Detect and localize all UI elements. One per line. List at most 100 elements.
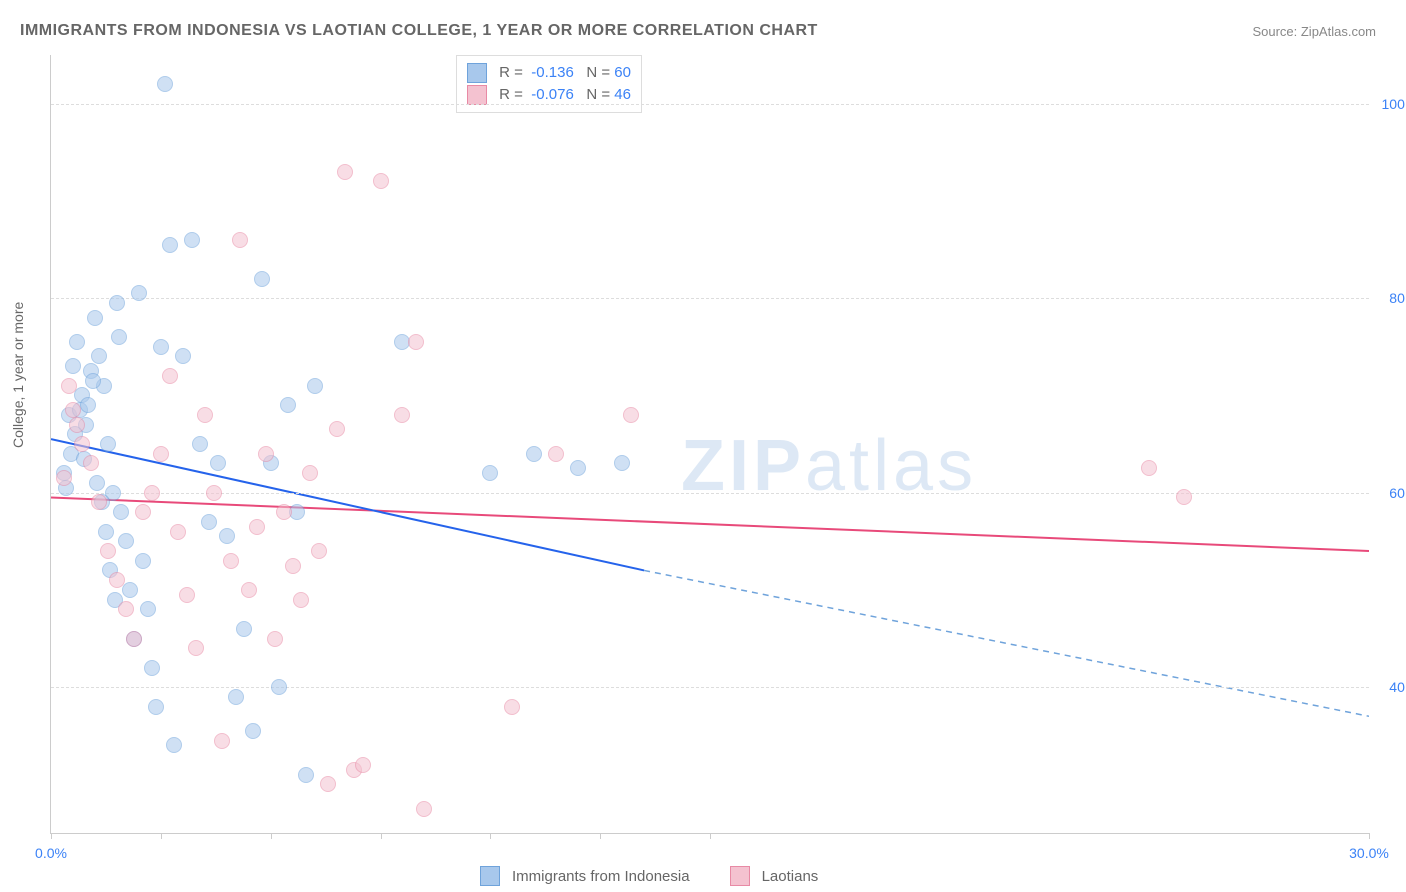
x-tick <box>710 833 711 839</box>
scatter-point <box>89 475 105 491</box>
scatter-point <box>85 373 101 389</box>
scatter-point <box>245 723 261 739</box>
y-axis-label: College, 1 year or more <box>10 302 26 448</box>
scatter-point <box>623 407 639 423</box>
scatter-point <box>293 592 309 608</box>
x-tick-label: 30.0% <box>1349 845 1389 861</box>
x-tick <box>381 833 382 839</box>
legend-swatch <box>467 85 487 105</box>
scatter-point <box>175 348 191 364</box>
scatter-point <box>69 334 85 350</box>
scatter-point <box>144 485 160 501</box>
scatter-point <box>210 455 226 471</box>
chart-title: IMMIGRANTS FROM INDONESIA VS LAOTIAN COL… <box>20 22 818 40</box>
scatter-point <box>276 504 292 520</box>
scatter-point <box>140 601 156 617</box>
x-tick-label: 0.0% <box>35 845 67 861</box>
scatter-point <box>109 572 125 588</box>
scatter-point <box>74 436 90 452</box>
x-tick <box>51 833 52 839</box>
x-tick <box>271 833 272 839</box>
scatter-point <box>254 271 270 287</box>
scatter-point <box>267 631 283 647</box>
legend-swatch <box>730 866 750 886</box>
scatter-point <box>416 801 432 817</box>
scatter-point <box>65 402 81 418</box>
scatter-point <box>201 514 217 530</box>
y-tick-label: 60.0% <box>1389 485 1406 501</box>
scatter-point <box>1141 460 1157 476</box>
legend-swatch <box>480 866 500 886</box>
x-tick <box>490 833 491 839</box>
scatter-point <box>285 558 301 574</box>
scatter-point <box>302 465 318 481</box>
scatter-point <box>153 339 169 355</box>
watermark: ZIPatlas <box>681 425 977 507</box>
scatter-point <box>206 485 222 501</box>
scatter-point <box>111 329 127 345</box>
source-label: Source: ZipAtlas.com <box>1252 24 1376 39</box>
scatter-point <box>179 587 195 603</box>
scatter-point <box>482 465 498 481</box>
scatter-point <box>329 421 345 437</box>
grid-line <box>51 104 1369 105</box>
scatter-point <box>258 446 274 462</box>
grid-line <box>51 298 1369 299</box>
scatter-point <box>271 679 287 695</box>
scatter-point <box>188 640 204 656</box>
scatter-point <box>219 528 235 544</box>
scatter-point <box>241 582 257 598</box>
scatter-point <box>131 285 147 301</box>
scatter-point <box>135 504 151 520</box>
scatter-point <box>298 767 314 783</box>
scatter-point <box>197 407 213 423</box>
scatter-point <box>570 460 586 476</box>
scatter-point <box>249 519 265 535</box>
grid-line <box>51 493 1369 494</box>
scatter-point <box>100 436 116 452</box>
legend-row: R = -0.136 N = 60 <box>467 62 631 84</box>
scatter-point <box>214 733 230 749</box>
x-tick <box>1369 833 1370 839</box>
scatter-point <box>91 494 107 510</box>
legend-label: Immigrants from Indonesia <box>512 868 690 885</box>
scatter-point <box>122 582 138 598</box>
x-tick <box>600 833 601 839</box>
y-tick-label: 40.0% <box>1389 679 1406 695</box>
scatter-point <box>56 470 72 486</box>
bottom-legend: Immigrants from Indonesia Laotians <box>480 866 846 886</box>
scatter-point <box>408 334 424 350</box>
scatter-point <box>118 533 134 549</box>
scatter-point <box>307 378 323 394</box>
scatter-point <box>69 417 85 433</box>
plot-area: ZIPatlas R = -0.136 N = 60 R = -0.076 N … <box>50 55 1369 834</box>
scatter-point <box>320 776 336 792</box>
scatter-point <box>135 553 151 569</box>
scatter-point <box>126 631 142 647</box>
scatter-point <box>100 543 116 559</box>
x-tick <box>161 833 162 839</box>
scatter-point <box>91 348 107 364</box>
scatter-point <box>118 601 134 617</box>
scatter-point <box>232 232 248 248</box>
scatter-point <box>236 621 252 637</box>
scatter-point <box>61 378 77 394</box>
legend-text: R = -0.136 N = 60 <box>495 62 631 84</box>
scatter-point <box>192 436 208 452</box>
scatter-point <box>223 553 239 569</box>
scatter-point <box>80 397 96 413</box>
scatter-point <box>548 446 564 462</box>
scatter-point <box>113 504 129 520</box>
scatter-point <box>311 543 327 559</box>
scatter-point <box>228 689 244 705</box>
legend-label: Laotians <box>762 868 819 885</box>
scatter-point <box>355 757 371 773</box>
scatter-point <box>170 524 186 540</box>
scatter-point <box>87 310 103 326</box>
scatter-point <box>65 358 81 374</box>
scatter-point <box>337 164 353 180</box>
grid-line <box>51 687 1369 688</box>
scatter-point <box>280 397 296 413</box>
scatter-point <box>109 295 125 311</box>
scatter-point <box>504 699 520 715</box>
